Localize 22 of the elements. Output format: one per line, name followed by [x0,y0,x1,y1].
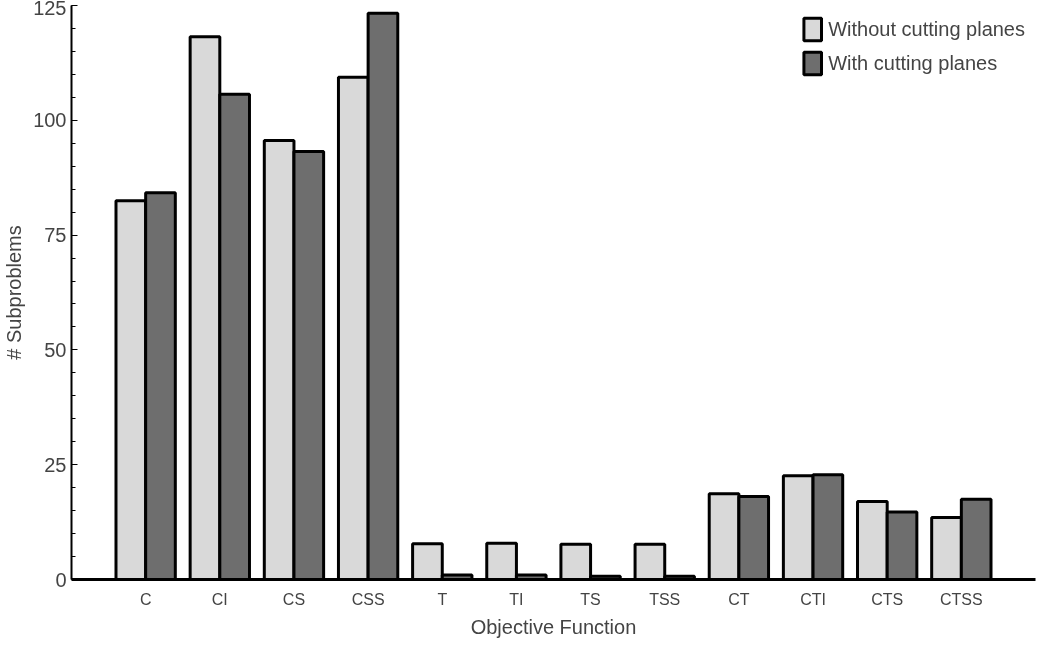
legend-label: With cutting planes [828,51,998,75]
x-tick-label: CI [211,590,228,608]
x-tick-label: CSS [351,590,385,608]
y-tick-label: 50 [44,338,67,361]
y-tick-label: 125 [33,0,67,19]
y-axis-title: # Subproblems [3,225,26,360]
x-tick-label: CT [728,590,750,608]
legend-label: Without cutting planes [828,17,1025,41]
x-tick-label: CTS [871,590,904,608]
y-tick-label: 75 [44,224,67,247]
y-tick-label: 25 [44,453,67,476]
x-tick-label: CTSS [940,590,983,608]
y-tick-label: 100 [33,109,67,132]
x-axis-title: Objective Function [470,615,637,638]
x-tick-label: T [437,590,448,608]
x-tick-label: CTI [800,590,826,608]
x-tick-label: TSS [649,590,681,608]
x-tick-label: CS [282,590,306,608]
x-tick-label: C [139,590,152,608]
y-tick-label: 0 [55,568,67,591]
x-tick-label: TS [580,590,601,608]
x-tick-label: TI [509,590,524,608]
